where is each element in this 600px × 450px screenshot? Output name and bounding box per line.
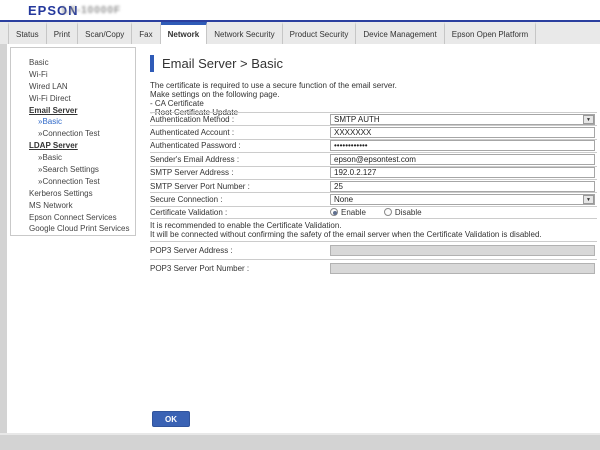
- sidebar-item-ldap-basic[interactable]: »Basic: [38, 153, 63, 163]
- note-line: It is recommended to enable the Certific…: [150, 221, 342, 230]
- ok-button[interactable]: OK: [152, 411, 190, 427]
- form-row-authenticated-password: Authenticated Password :: [150, 138, 597, 152]
- sender-email-input[interactable]: [330, 153, 595, 165]
- left-chrome-strip: [0, 44, 7, 435]
- field-label: Authenticated Account :: [150, 128, 235, 138]
- tab-status[interactable]: Status: [8, 22, 47, 44]
- field-label: Authentication Method :: [150, 114, 235, 124]
- pop3-server-address-input: [330, 245, 595, 256]
- header-divider: [0, 20, 600, 22]
- sidebar-item-wifi-direct[interactable]: Wi-Fi Direct: [29, 93, 71, 103]
- page-title: Email Server > Basic: [162, 56, 284, 71]
- sidebar-item-ldap-connection-test[interactable]: »Connection Test: [38, 176, 100, 186]
- sidebar-item-email-server-basic[interactable]: »Basic: [38, 117, 63, 127]
- secure-connection-select[interactable]: None ▼: [330, 194, 595, 206]
- description-line: - CA Certificate: [150, 98, 204, 108]
- sidebar-item-email-server[interactable]: Email Server: [29, 105, 78, 115]
- authentication-method-select[interactable]: SMTP AUTH ▼: [330, 113, 595, 125]
- tab-fax[interactable]: Fax: [132, 22, 161, 44]
- pop3-form: POP3 Server Address : POP3 Server Port N…: [150, 241, 597, 277]
- field-label: POP3 Server Port Number :: [150, 264, 250, 273]
- note-line: It will be connected without confirming …: [150, 230, 542, 239]
- select-value: SMTP AUTH: [334, 114, 380, 124]
- form-row-secure-connection: Secure Connection : None ▼: [150, 192, 597, 206]
- sidebar-item-google-cloud-print-services[interactable]: Google Cloud Print Services: [29, 224, 130, 234]
- sidebar-item-ms-network[interactable]: MS Network: [29, 200, 73, 210]
- title-accent-bar: [150, 55, 154, 72]
- chevron-down-icon: ▼: [583, 195, 594, 205]
- epson-logo: EPSON: [28, 3, 79, 18]
- field-label: SMTP Server Address :: [150, 168, 234, 178]
- sidebar-item-kerberos-settings[interactable]: Kerberos Settings: [29, 188, 93, 198]
- description-line: Make settings on the following page.: [150, 89, 280, 99]
- authenticated-password-input[interactable]: [330, 140, 595, 152]
- form-row-authentication-method: Authentication Method : SMTP AUTH ▼: [150, 112, 597, 125]
- bottom-chrome-strip: [0, 435, 600, 450]
- page-title-row: Email Server > Basic: [150, 55, 283, 72]
- bottom-divider: [0, 433, 600, 435]
- form-row-smtp-server-address: SMTP Server Address :: [150, 165, 597, 179]
- form-row-pop3-server-port: POP3 Server Port Number :: [150, 259, 597, 277]
- certificate-validation-radio-group: Enable Disable: [330, 208, 440, 217]
- form-row-pop3-server-address: POP3 Server Address :: [150, 241, 597, 259]
- printer-model-name: LX-10000F: [62, 5, 122, 16]
- tab-scan-copy[interactable]: Scan/Copy: [78, 22, 133, 44]
- tab-print[interactable]: Print: [46, 22, 79, 44]
- tab-network[interactable]: Network: [160, 22, 208, 44]
- form-row-smtp-server-port: SMTP Server Port Number :: [150, 178, 597, 192]
- sidebar-item-email-server-connection-test[interactable]: »Connection Test: [38, 129, 100, 139]
- email-server-form: Authentication Method : SMTP AUTH ▼ Auth…: [150, 112, 597, 220]
- smtp-server-address-input[interactable]: [330, 167, 595, 179]
- sidebar-item-ldap-server[interactable]: LDAP Server: [29, 141, 78, 151]
- field-label: SMTP Server Port Number :: [150, 181, 250, 191]
- tab-product-security[interactable]: Product Security: [282, 22, 357, 44]
- sidebar-nav: Basic Wi-Fi Wired LAN Wi-Fi Direct Email…: [10, 47, 136, 236]
- sidebar-item-basic[interactable]: Basic: [29, 58, 49, 67]
- field-label: POP3 Server Address :: [150, 246, 233, 255]
- enable-radio-label: Enable: [341, 207, 366, 217]
- tab-epson-open-platform[interactable]: Epson Open Platform: [444, 22, 537, 44]
- authenticated-account-input[interactable]: [330, 127, 595, 139]
- sidebar-item-ldap-search-settings[interactable]: »Search Settings: [38, 165, 99, 175]
- tab-network-security[interactable]: Network Security: [207, 22, 283, 44]
- disable-radio-label: Disable: [394, 207, 422, 217]
- field-label: Secure Connection :: [150, 195, 223, 205]
- select-value: None: [334, 195, 354, 205]
- tab-bar: Status Print Scan/Copy Fax Network Netwo…: [0, 22, 600, 44]
- sidebar-item-epson-connect-services[interactable]: Epson Connect Services: [29, 212, 117, 222]
- field-label: Authenticated Password :: [150, 141, 241, 151]
- chevron-down-icon: ▼: [583, 114, 594, 124]
- form-row-sender-email: Sender's Email Address :: [150, 152, 597, 165]
- form-row-authenticated-account: Authenticated Account :: [150, 125, 597, 139]
- pop3-server-port-input: [330, 263, 595, 274]
- form-row-certificate-validation: Certificate Validation : Enable Disable: [150, 205, 597, 220]
- description-line: The certificate is required to use a sec…: [150, 81, 397, 90]
- sidebar-item-wifi[interactable]: Wi-Fi: [29, 69, 48, 79]
- tab-device-management[interactable]: Device Management: [356, 22, 445, 44]
- field-label: Sender's Email Address :: [150, 154, 240, 164]
- enable-radio[interactable]: [330, 208, 338, 217]
- header: EPSON LX-10000F: [0, 0, 600, 20]
- smtp-server-port-input[interactable]: [330, 180, 595, 192]
- sidebar-item-wired-lan[interactable]: Wired LAN: [29, 81, 68, 91]
- certificate-validation-note: It is recommended to enable the Certific…: [150, 221, 542, 239]
- disable-radio[interactable]: [383, 208, 392, 217]
- field-label: Certificate Validation :: [150, 207, 228, 217]
